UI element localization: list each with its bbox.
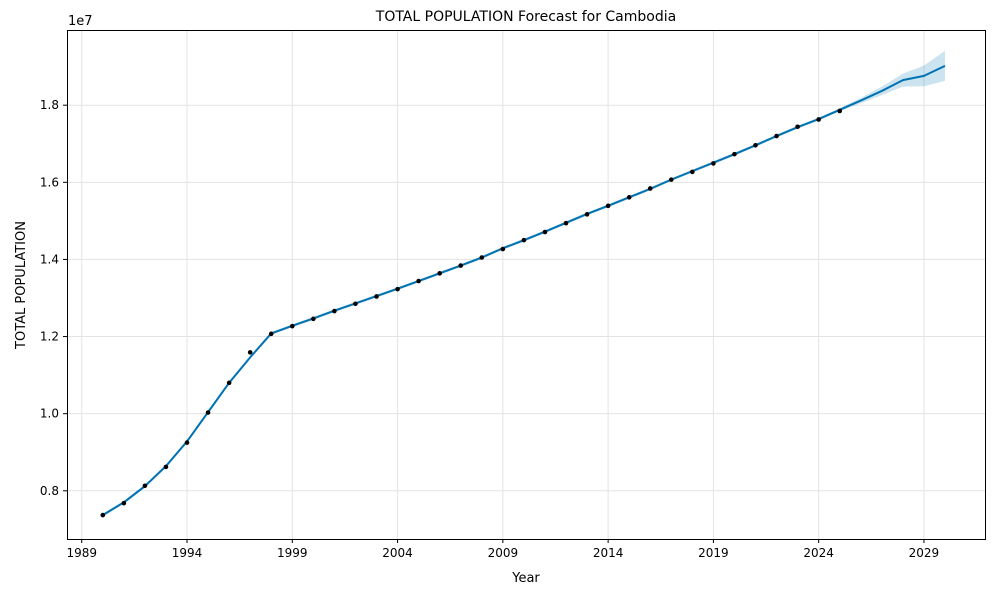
- y-axis-ticks: 0.8 1.0 1.2 1.4 1.6 1.8: [40, 98, 67, 498]
- observed-point: [163, 464, 169, 470]
- y-tick-label: 1.4: [40, 252, 59, 266]
- observed-point: [816, 117, 821, 122]
- observed-point: [690, 169, 695, 175]
- observed-point: [521, 237, 527, 243]
- observed-point: [247, 350, 253, 355]
- x-tick-label: 2024: [803, 546, 834, 560]
- observed-point: [142, 483, 148, 489]
- y-tick-label: 1.2: [40, 330, 59, 344]
- observed-point: [311, 316, 316, 322]
- observed-point: [205, 410, 211, 415]
- observed-point: [374, 294, 379, 299]
- y-tick-label: 1.6: [40, 175, 59, 189]
- y-tick-label: 0.8: [40, 484, 59, 498]
- grid-lines: [67, 30, 985, 539]
- observed-point: [753, 142, 758, 148]
- observed-point: [268, 331, 274, 337]
- observed-point: [668, 177, 674, 182]
- observed-point: [647, 186, 653, 191]
- x-tick-label: 2014: [593, 546, 624, 560]
- x-tick-label: 1999: [277, 546, 308, 560]
- x-tick-label: 2029: [909, 546, 940, 560]
- observed-point: [184, 440, 190, 445]
- x-tick-label: 2019: [698, 546, 729, 560]
- observed-point: [605, 203, 611, 209]
- observed-point: [795, 124, 800, 130]
- plot-frame: [67, 30, 986, 540]
- observed-point: [542, 229, 548, 235]
- x-tick-label: 1989: [66, 546, 97, 560]
- chart-title: TOTAL POPULATION Forecast for Cambodia: [375, 9, 676, 25]
- observed-point: [121, 500, 127, 506]
- y-tick-label: 1.8: [40, 98, 59, 112]
- observed-point: [353, 301, 358, 307]
- observed-point: [289, 323, 295, 329]
- x-axis-ticks: 1989 1994 1999 2004 2009 2014 2019 2024 2029: [66, 539, 939, 560]
- observed-point: [774, 133, 779, 139]
- observed-point: [100, 512, 106, 518]
- x-tick-label: 2009: [488, 546, 519, 560]
- observed-point: [437, 271, 442, 276]
- y-tick-label: 1.0: [40, 407, 59, 421]
- observed-point: [563, 220, 569, 226]
- observed-point: [584, 212, 590, 217]
- observed-point: [711, 161, 716, 166]
- observed-point: [500, 246, 506, 252]
- x-axis-label: Year: [511, 571, 540, 586]
- observed-point: [479, 255, 485, 260]
- observed-point: [226, 380, 232, 386]
- observed-point: [332, 308, 337, 314]
- observed-point: [837, 108, 843, 114]
- observed-points-layer: [100, 108, 843, 518]
- observed-point: [416, 278, 421, 284]
- x-tick-label: 1994: [172, 546, 203, 560]
- y-axis-offset-label: 1e7: [68, 14, 93, 29]
- x-tick-label: 2004: [382, 546, 413, 560]
- observed-point: [626, 195, 632, 200]
- y-axis-label: TOTAL POPULATION: [14, 221, 29, 350]
- observed-point: [458, 263, 464, 268]
- observed-point: [395, 286, 400, 292]
- observed-point: [732, 151, 737, 157]
